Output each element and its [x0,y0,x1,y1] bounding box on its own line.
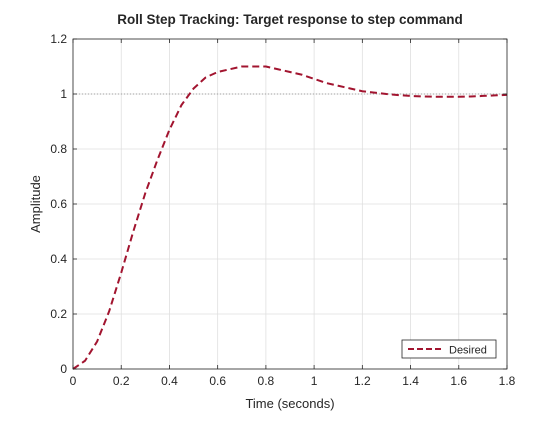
x-tick-label: 0 [70,374,77,388]
y-tick-label: 0.2 [50,307,67,321]
y-tick-label: 0 [60,362,67,376]
y-axis-label: Amplitude [28,175,43,233]
legend-label-desired: Desired [449,345,487,357]
x-tick-label: 0.4 [161,374,178,388]
x-tick-label: 0.2 [113,374,130,388]
x-tick-label: 1.4 [402,374,419,388]
y-tick-label: 0.4 [50,252,67,266]
y-tick-label: 1 [60,87,67,101]
x-tick-label: 1 [311,374,318,388]
legend: Desired [401,339,497,359]
x-axis-label: Time (seconds) [245,396,334,411]
series-line-desired [72,65,508,370]
x-tick-label: 0.8 [258,374,275,388]
y-tick-label: 0.8 [50,142,67,156]
y-tick-label: 1.2 [50,32,67,46]
y-axis-ticks: 0 0.2 0.4 0.6 0.8 1 1.2 [50,32,507,376]
x-tick-label: 1.8 [499,374,516,388]
legend-box [401,339,497,359]
series-group [72,65,508,370]
x-axis-ticks: 0 0.2 0.4 0.6 0.8 1 1.2 1.4 1.6 1.8 [70,39,516,388]
x-tick-label: 1.2 [354,374,371,388]
x-tick-label: 0.6 [209,374,226,388]
x-tick-label: 1.6 [450,374,467,388]
y-tick-label: 0.6 [50,197,67,211]
chart-title: Roll Step Tracking: Target response to s… [117,12,463,27]
